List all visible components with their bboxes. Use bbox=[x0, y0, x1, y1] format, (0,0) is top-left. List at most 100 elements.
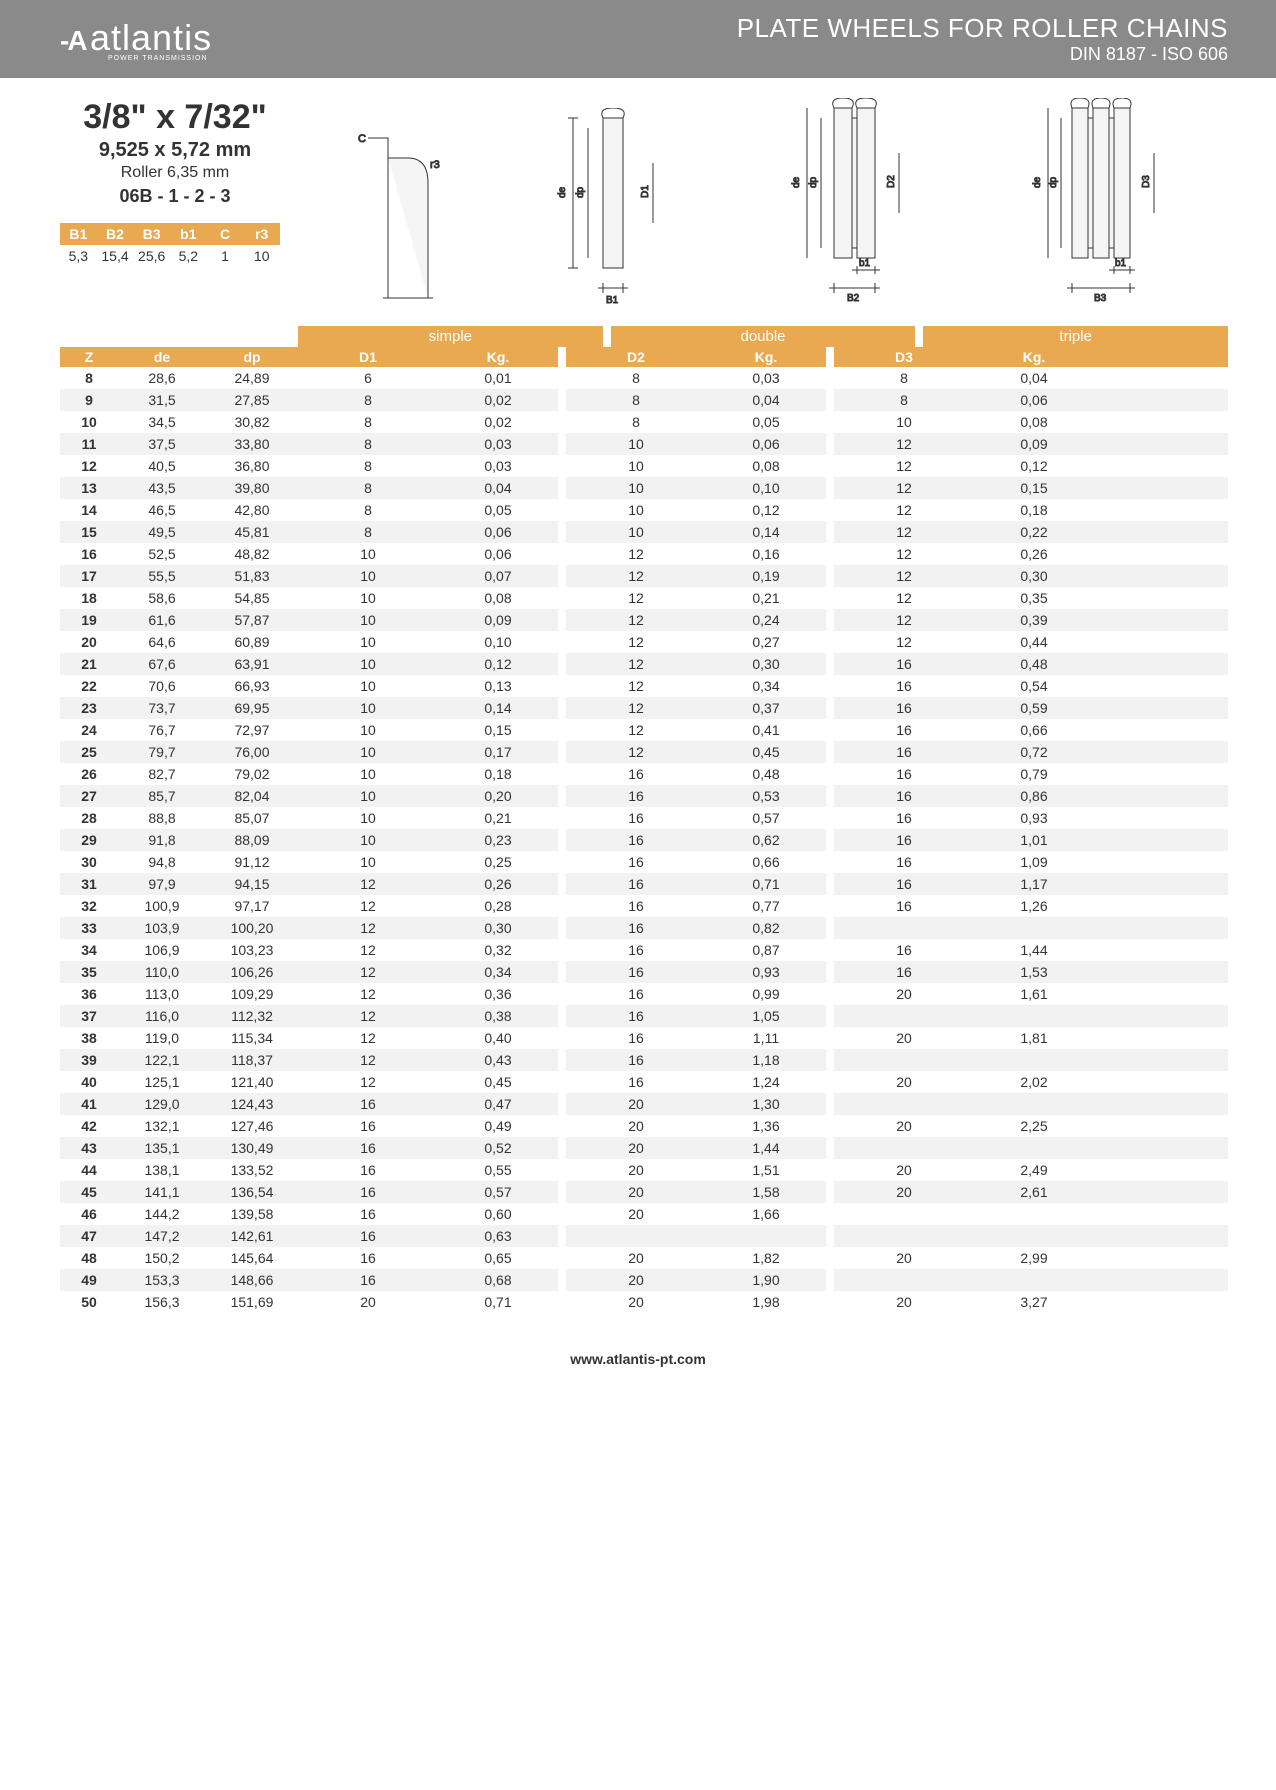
table-row: 36113,0109,29120,36160,99201,61 bbox=[60, 983, 1228, 1005]
svg-text:b1: b1 bbox=[1115, 258, 1127, 269]
svg-text:B2: B2 bbox=[847, 293, 860, 304]
table-row: 1652,548,82100,06120,16120,26 bbox=[60, 543, 1228, 565]
table-row: 44138,1133,52160,55201,51202,49 bbox=[60, 1159, 1228, 1181]
table-row: 1137,533,8080,03100,06120,09 bbox=[60, 433, 1228, 455]
small-table-header: B2 bbox=[97, 223, 134, 245]
small-table-cell: 5,2 bbox=[170, 245, 207, 267]
svg-text:dp: dp bbox=[575, 186, 586, 198]
table-row: 2785,782,04100,20160,53160,86 bbox=[60, 785, 1228, 807]
svg-text:B1: B1 bbox=[606, 295, 619, 306]
group-header-triple: triple bbox=[923, 326, 1228, 347]
spec-code: 06B - 1 - 2 - 3 bbox=[60, 186, 290, 207]
diagrams: C r3 de dp D1 bbox=[314, 98, 1228, 308]
table-row: 2064,660,89100,10120,27120,44 bbox=[60, 631, 1228, 653]
svg-text:r3: r3 bbox=[430, 159, 440, 171]
col-kg1: Kg. bbox=[438, 347, 558, 367]
col-d1: D1 bbox=[298, 347, 438, 367]
table-row: 41129,0124,43160,47201,30 bbox=[60, 1093, 1228, 1115]
small-table-header: C bbox=[207, 223, 244, 245]
svg-text:de: de bbox=[791, 176, 802, 188]
col-kg2: Kg. bbox=[706, 347, 826, 367]
small-table-header: r3 bbox=[243, 223, 280, 245]
col-kg3: Kg. bbox=[974, 347, 1094, 367]
table-row: 3094,891,12100,25160,66161,09 bbox=[60, 851, 1228, 873]
spec-title: 3/8" x 7/32" bbox=[60, 98, 290, 137]
table-row: 47147,2142,61160,63 bbox=[60, 1225, 1228, 1247]
header-title-1: PLATE WHEELS FOR ROLLER CHAINS bbox=[737, 13, 1228, 44]
small-table-header: B1 bbox=[60, 223, 97, 245]
small-spec-table: B1B2B3b1Cr3 5,315,425,65,2110 bbox=[60, 223, 280, 267]
table-row: 2476,772,97100,15120,41160,66 bbox=[60, 719, 1228, 741]
table-row: 1549,545,8180,06100,14120,22 bbox=[60, 521, 1228, 543]
logo-mark-icon: -A bbox=[60, 25, 86, 56]
table-row: 1343,539,8080,04100,10120,15 bbox=[60, 477, 1228, 499]
table-row: 43135,1130,49160,52201,44 bbox=[60, 1137, 1228, 1159]
spec-mm: 9,525 x 5,72 mm bbox=[60, 139, 290, 162]
table-row: 2682,779,02100,18160,48160,79 bbox=[60, 763, 1228, 785]
table-row: 49153,3148,66160,68201,90 bbox=[60, 1269, 1228, 1291]
svg-text:b1: b1 bbox=[859, 258, 871, 269]
table-row: 50156,3151,69200,71201,98203,27 bbox=[60, 1291, 1228, 1313]
table-row: 2167,663,91100,12120,30160,48 bbox=[60, 653, 1228, 675]
header-title: PLATE WHEELS FOR ROLLER CHAINS DIN 8187 … bbox=[737, 13, 1228, 65]
header-bar: -A atlantis POWER TRANSMISSION PLATE WHE… bbox=[0, 0, 1276, 78]
triple-sprocket-diagram: de dp D3 b1 B3 bbox=[1024, 98, 1194, 308]
column-header-row: Z de dp D1 Kg. D2 Kg. D3 Kg. bbox=[60, 347, 1228, 367]
logo-subtitle: POWER TRANSMISSION bbox=[108, 55, 212, 62]
col-de: de bbox=[118, 347, 206, 367]
footer-url: www.atlantis-pt.com bbox=[0, 1333, 1276, 1385]
small-table-cell: 10 bbox=[243, 245, 280, 267]
small-table-cell: 25,6 bbox=[133, 245, 170, 267]
table-row: 2888,885,07100,21160,57160,93 bbox=[60, 807, 1228, 829]
table-row: 2579,776,00100,17120,45160,72 bbox=[60, 741, 1228, 763]
spec-roller: Roller 6,35 mm bbox=[60, 164, 290, 182]
tooth-diagram: C r3 bbox=[348, 128, 458, 308]
table-row: 32100,997,17120,28160,77161,26 bbox=[60, 895, 1228, 917]
table-row: 2270,666,93100,13120,34160,54 bbox=[60, 675, 1228, 697]
table-row: 1858,654,85100,08120,21120,35 bbox=[60, 587, 1228, 609]
table-row: 2991,888,09100,23160,62161,01 bbox=[60, 829, 1228, 851]
col-d2: D2 bbox=[566, 347, 706, 367]
table-row: 931,527,8580,0280,0480,06 bbox=[60, 389, 1228, 411]
table-row: 39122,1118,37120,43161,18 bbox=[60, 1049, 1228, 1071]
svg-text:de: de bbox=[557, 186, 568, 198]
logo: -A atlantis POWER TRANSMISSION bbox=[60, 17, 212, 62]
table-row: 1446,542,8080,05100,12120,18 bbox=[60, 499, 1228, 521]
table-row: 1961,657,87100,09120,24120,39 bbox=[60, 609, 1228, 631]
col-dp: dp bbox=[206, 347, 298, 367]
table-row: 38119,0115,34120,40161,11201,81 bbox=[60, 1027, 1228, 1049]
double-sprocket-diagram: de dp D2 b1 B2 bbox=[779, 98, 939, 308]
table-row: 34106,9103,23120,32160,87161,44 bbox=[60, 939, 1228, 961]
table-row: 2373,769,95100,14120,37160,59 bbox=[60, 697, 1228, 719]
table-row: 46144,2139,58160,60201,66 bbox=[60, 1203, 1228, 1225]
svg-text:D3: D3 bbox=[1141, 175, 1152, 188]
simple-sprocket-diagram: de dp D1 B1 bbox=[543, 108, 693, 308]
table-row: 828,624,8960,0180,0380,04 bbox=[60, 367, 1228, 389]
table-row: 40125,1121,40120,45161,24202,02 bbox=[60, 1071, 1228, 1093]
table-row: 37116,0112,32120,38161,05 bbox=[60, 1005, 1228, 1027]
spec-box: 3/8" x 7/32" 9,525 x 5,72 mm Roller 6,35… bbox=[60, 98, 290, 308]
small-table-cell: 5,3 bbox=[60, 245, 97, 267]
group-header-double: double bbox=[611, 326, 916, 347]
table-row: 45141,1136,54160,57201,58202,61 bbox=[60, 1181, 1228, 1203]
svg-text:dp: dp bbox=[1048, 176, 1059, 188]
svg-text:D1: D1 bbox=[640, 185, 651, 198]
table-row: 42132,1127,46160,49201,36202,25 bbox=[60, 1115, 1228, 1137]
small-table-cell: 1 bbox=[207, 245, 244, 267]
main-data-table: simple double triple Z de dp D1 Kg. D2 K… bbox=[60, 326, 1228, 1313]
table-row: 1034,530,8280,0280,05100,08 bbox=[60, 411, 1228, 433]
small-table-header: B3 bbox=[133, 223, 170, 245]
table-row: 33103,9100,20120,30160,82 bbox=[60, 917, 1228, 939]
group-header-simple: simple bbox=[298, 326, 603, 347]
svg-text:dp: dp bbox=[808, 176, 819, 188]
table-row: 1755,551,83100,07120,19120,30 bbox=[60, 565, 1228, 587]
svg-text:B3: B3 bbox=[1094, 293, 1107, 304]
table-row: 1240,536,8080,03100,08120,12 bbox=[60, 455, 1228, 477]
table-row: 35110,0106,26120,34160,93161,53 bbox=[60, 961, 1228, 983]
table-row: 48150,2145,64160,65201,82202,99 bbox=[60, 1247, 1228, 1269]
small-table-header: b1 bbox=[170, 223, 207, 245]
table-row: 3197,994,15120,26160,71161,17 bbox=[60, 873, 1228, 895]
svg-text:C: C bbox=[358, 133, 366, 145]
top-section: 3/8" x 7/32" 9,525 x 5,72 mm Roller 6,35… bbox=[60, 98, 1228, 308]
small-table-cell: 15,4 bbox=[97, 245, 134, 267]
